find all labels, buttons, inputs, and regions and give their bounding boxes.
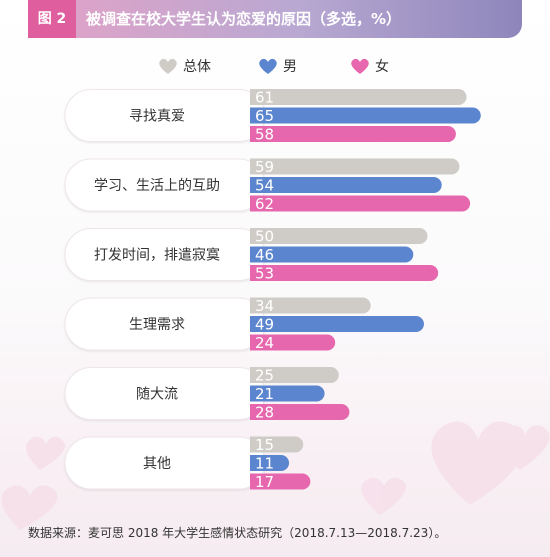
- bar-value-label: 65: [255, 107, 274, 125]
- figure-number: 图 2: [28, 0, 76, 38]
- bar-value-label: 21: [255, 385, 274, 403]
- chart-title: 被调查在校大学生认为恋爱的原因（多选，%）: [86, 10, 402, 28]
- bar-value-label: 11: [255, 455, 274, 473]
- legend-label-male: 男: [283, 59, 297, 75]
- heart-icon: [351, 58, 369, 74]
- bar-male: [250, 316, 424, 332]
- bar-total-edge: [250, 158, 260, 175]
- heart-icon: [159, 58, 177, 74]
- bar-female-edge: [250, 126, 260, 142]
- bar-total: [250, 367, 339, 383]
- bar-male-edge: [250, 455, 260, 471]
- bar-female-edge: [250, 404, 260, 420]
- legend-label-total: 总体: [183, 59, 211, 75]
- bar-value-label: 24: [255, 334, 274, 352]
- legend-item-female: 女: [350, 54, 389, 78]
- bar-male: [250, 107, 481, 124]
- bar-female: [250, 265, 439, 281]
- bar-value-label: 53: [255, 265, 274, 283]
- bar-female: [250, 404, 350, 420]
- category-label: 打发时间，排遣寂寞: [94, 247, 220, 264]
- source-note: 数据来源：麦可思 2018 年大学生感情状态研究（2018.7.13—2018.…: [28, 526, 447, 540]
- category-label: 生理需求: [129, 317, 185, 333]
- bar-total: [250, 297, 371, 314]
- bar-female: [250, 334, 336, 351]
- bar-value-label: 54: [255, 177, 274, 195]
- bar-total-edge: [250, 89, 260, 105]
- bar-total-edge: [250, 297, 260, 314]
- bar-male: [250, 246, 414, 263]
- bar-male-edge: [250, 246, 260, 263]
- bar-total-edge: [250, 228, 260, 244]
- category-label: 学习、生活上的互助: [94, 178, 220, 194]
- bar-male: [250, 385, 325, 402]
- bar-total: [250, 158, 460, 175]
- bar-total: [250, 436, 304, 453]
- category-label: 其他: [143, 456, 171, 472]
- bar-male-edge: [250, 316, 260, 332]
- legend-item-male: 男: [258, 54, 297, 78]
- heart-icon: [259, 58, 277, 74]
- bar-value-label: 50: [255, 228, 274, 246]
- bar-total-edge: [250, 436, 260, 453]
- bar-female: [250, 473, 311, 490]
- category-label: 随大流: [136, 387, 178, 403]
- bar-value-label: 46: [255, 246, 274, 264]
- bar-male-edge: [250, 107, 260, 124]
- bar-value-label: 49: [255, 316, 274, 334]
- bar-male: [250, 177, 442, 193]
- bar-female-edge: [250, 265, 260, 281]
- legend-label-female: 女: [375, 59, 389, 75]
- bar-value-label: 62: [255, 195, 274, 213]
- bar-male-edge: [250, 177, 260, 193]
- bar-total-edge: [250, 367, 260, 383]
- bar-female: [250, 195, 471, 212]
- bar-total: [250, 89, 467, 105]
- bar-male-edge: [250, 385, 260, 402]
- bar-female: [250, 126, 456, 142]
- bar-female-edge: [250, 195, 260, 212]
- bar-value-label: 59: [255, 158, 274, 176]
- category-label: 寻找真爱: [129, 109, 185, 125]
- bar-value-label: 17: [255, 473, 274, 491]
- bar-value-label: 58: [255, 126, 274, 144]
- bar-value-label: 15: [255, 436, 274, 454]
- bar-value-label: 61: [255, 89, 274, 107]
- bar-total: [250, 228, 428, 244]
- bar-value-label: 34: [255, 297, 274, 315]
- bar-female-edge: [250, 334, 260, 351]
- bar-value-label: 25: [255, 367, 274, 385]
- figure-header: 图 2 被调查在校大学生认为恋爱的原因（多选，%）: [28, 0, 522, 38]
- legend-item-total: 总体: [158, 54, 211, 78]
- chart-legend: 总体 男 女: [0, 54, 550, 78]
- bar-female-edge: [250, 473, 260, 490]
- bar-value-label: 28: [255, 404, 274, 422]
